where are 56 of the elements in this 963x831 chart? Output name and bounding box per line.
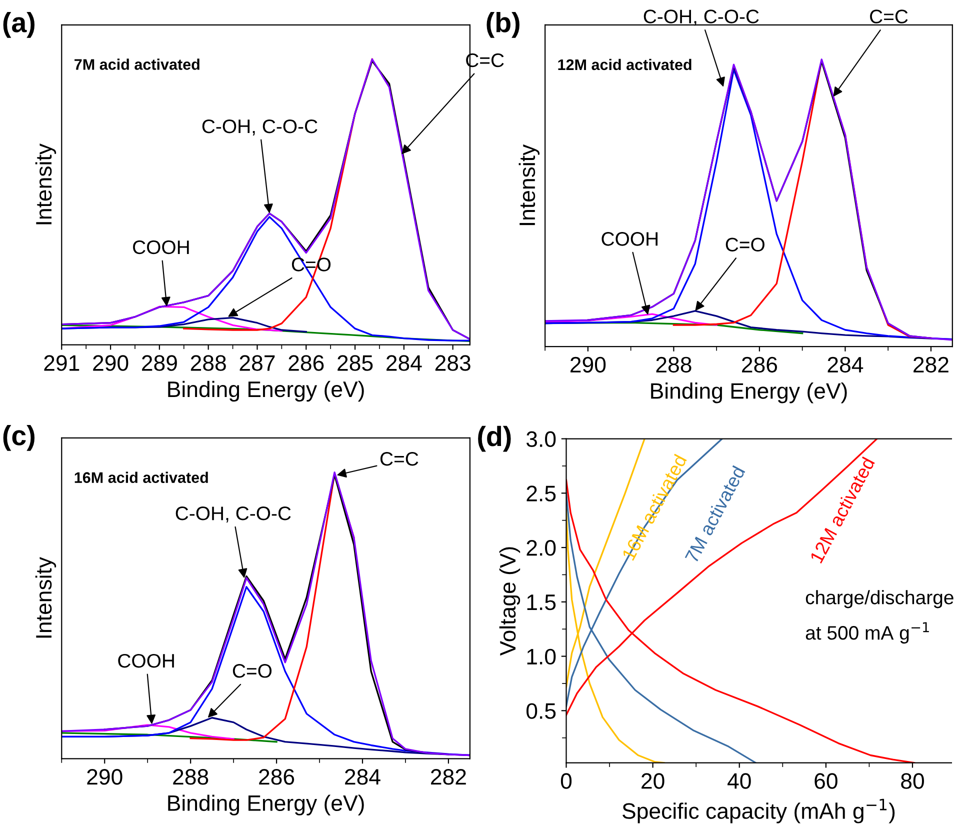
chart-title: (c) [3, 424, 34, 451]
chart-title: (a) [3, 12, 34, 38]
x-axis-title: Specific capacity (mAh g$^{−1}$) [622, 798, 895, 824]
x-tick-label: 289 [142, 355, 177, 371]
y-tick-label: 1.0 [527, 648, 556, 665]
x-tick-label: 0 [560, 773, 572, 789]
x-tick-label: 291 [44, 355, 80, 371]
x-tick-label: 282 [914, 356, 948, 373]
chart-subtitle: 16M acid activated [74, 472, 208, 483]
x-tick-label: 284 [386, 355, 422, 371]
annotation: C-OH, C-O-C [644, 10, 759, 26]
x-tick-label: 288 [190, 355, 226, 371]
x-tick-label: 286 [259, 769, 294, 785]
x-tick-label: 290 [570, 356, 606, 373]
chart-title: (b) [486, 12, 520, 38]
annotation: C=C [380, 452, 418, 466]
annotation: C-OH, C-O-C [202, 119, 318, 136]
y-tick-label: 1.5 [527, 594, 556, 610]
y-axis-title: Intensity [518, 144, 540, 226]
x-tick-label: 290 [87, 769, 122, 785]
x-tick-label: 60 [814, 773, 838, 789]
y-tick-label: 2.5 [526, 486, 556, 502]
x-tick-label: 20 [642, 773, 664, 789]
x-tick-label: 80 [901, 773, 924, 789]
x-tick-label: 286 [288, 355, 324, 371]
y-tick-label: 2.0 [526, 540, 556, 556]
x-tick-label: 284 [345, 769, 380, 785]
annotation: charge/discharge at 500 mA g$^{−1}$ [806, 590, 954, 644]
x-tick-label: 287 [240, 355, 275, 371]
x-tick-label: 285 [338, 355, 373, 371]
y-axis-title: Intensity [35, 556, 56, 638]
annotation: C=O [726, 238, 764, 252]
annotation: C=C [870, 10, 908, 24]
annotation: C-OH, C-O-C [176, 506, 291, 523]
y-axis-title: Voltage (V) [499, 547, 520, 656]
chart-title: (d) [478, 426, 511, 452]
x-tick-label: 282 [431, 769, 466, 785]
x-axis-title: Binding Energy (eV) [168, 794, 364, 816]
annotation: C=O [232, 664, 272, 678]
x-tick-label: 40 [728, 773, 751, 789]
x-tick-label: 283 [435, 355, 470, 371]
annotation: COOH [602, 232, 658, 246]
annotation: COOH [118, 654, 174, 668]
y-tick-label: 3.0 [526, 431, 556, 448]
x-tick-label: 288 [173, 769, 208, 785]
x-axis-title: Binding Energy (eV) [168, 380, 364, 402]
x-axis-title: Binding Energy (eV) [651, 382, 847, 404]
x-tick-label: 288 [656, 356, 692, 373]
y-tick-label: 0.5 [526, 703, 556, 719]
annotation: COOH [133, 240, 189, 254]
x-tick-label: 284 [828, 356, 864, 373]
x-tick-label: 290 [93, 355, 128, 371]
chart-subtitle: 7M acid activated [74, 58, 200, 70]
y-axis-title: Intensity [35, 144, 56, 224]
x-tick-label: 286 [742, 356, 778, 373]
chart-subtitle: 12M acid activated [558, 58, 692, 70]
